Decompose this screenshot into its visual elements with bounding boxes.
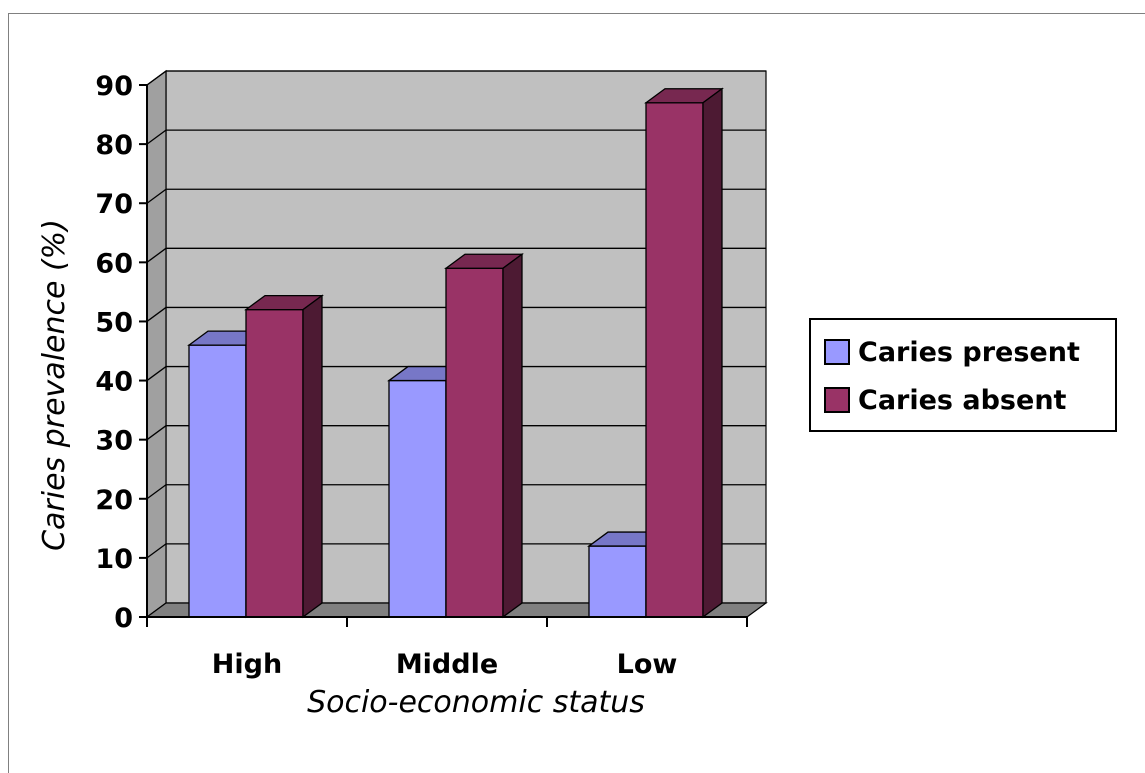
gridline-side bbox=[146, 484, 167, 500]
gridline-side bbox=[146, 366, 167, 382]
gridline-side bbox=[146, 129, 167, 145]
side-wall bbox=[146, 69, 167, 619]
y-tick-label: 10 bbox=[95, 544, 133, 575]
gridline-side bbox=[146, 543, 167, 559]
bar-caries-absent-high bbox=[244, 294, 324, 619]
gridline-side bbox=[146, 70, 167, 86]
y-axis-title: Caries prevalence (%) bbox=[37, 219, 72, 551]
axes bbox=[139, 84, 748, 627]
y-tick-label: 30 bbox=[95, 426, 133, 457]
bar-front bbox=[388, 379, 447, 618]
x-category-label: Middle bbox=[396, 649, 498, 680]
bar-side bbox=[302, 294, 323, 619]
y-tick-label: 80 bbox=[95, 130, 133, 161]
bar-side bbox=[702, 87, 723, 619]
y-tick-label: 70 bbox=[95, 189, 133, 220]
bar-side bbox=[502, 252, 523, 619]
chart-frame bbox=[8, 13, 1145, 773]
gridline-side bbox=[146, 247, 167, 263]
legend-swatch-caries-absent bbox=[824, 387, 850, 413]
x-axis-title: Socio-economic status bbox=[307, 685, 645, 720]
bar-front bbox=[445, 267, 504, 618]
legend-swatch-caries-present bbox=[824, 339, 850, 365]
y-tick-label: 50 bbox=[95, 307, 133, 338]
gridline-side bbox=[146, 188, 167, 204]
bar-caries-absent-middle bbox=[444, 252, 524, 619]
y-tick-label: 20 bbox=[95, 485, 133, 516]
bar-caries-absent-low bbox=[644, 87, 724, 619]
y-tick-label: 40 bbox=[95, 367, 133, 398]
bars bbox=[187, 87, 724, 619]
y-tick-label: 60 bbox=[95, 248, 133, 279]
bar-front bbox=[645, 102, 704, 618]
legend-item-caries-absent: Caries absent bbox=[824, 380, 1066, 420]
gridline-side bbox=[146, 306, 167, 322]
bar-front bbox=[188, 344, 247, 618]
legend-label-caries-present: Caries present bbox=[858, 336, 1080, 368]
bar-front bbox=[588, 545, 647, 618]
legend: Caries present Caries absent bbox=[809, 318, 1117, 432]
y-tick-label: 90 bbox=[95, 71, 133, 102]
x-category-label: High bbox=[212, 649, 282, 680]
legend-item-caries-present: Caries present bbox=[824, 332, 1080, 372]
legend-label-caries-absent: Caries absent bbox=[858, 384, 1067, 416]
x-category-label: Low bbox=[617, 649, 678, 680]
y-tick-label: 0 bbox=[114, 603, 133, 634]
bar-front bbox=[245, 308, 304, 618]
y-tick-labels: 0 10 20 30 40 50 60 70 80 90 bbox=[95, 71, 133, 634]
x-category-labels: High Middle Low bbox=[212, 649, 678, 680]
gridline-side bbox=[146, 425, 167, 441]
